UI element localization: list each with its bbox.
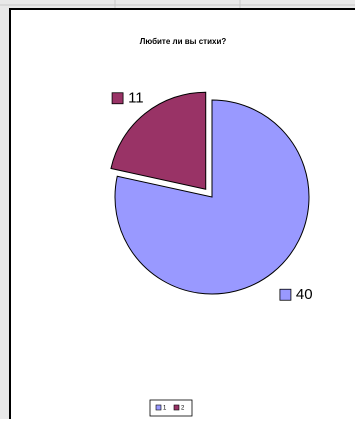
label-key [111, 92, 124, 105]
legend-key [155, 404, 162, 411]
data-label: 11 [128, 90, 144, 107]
pie-slice [110, 91, 207, 190]
pie-slice [114, 99, 310, 295]
data-label: 40 [296, 286, 313, 303]
legend-key [173, 404, 180, 411]
label-key [279, 288, 292, 301]
legend-label: 1 [163, 406, 167, 412]
legend-label: 2 [181, 406, 185, 412]
legend-box [149, 399, 193, 417]
chart-title: Любите ли вы стихи? [140, 37, 227, 46]
